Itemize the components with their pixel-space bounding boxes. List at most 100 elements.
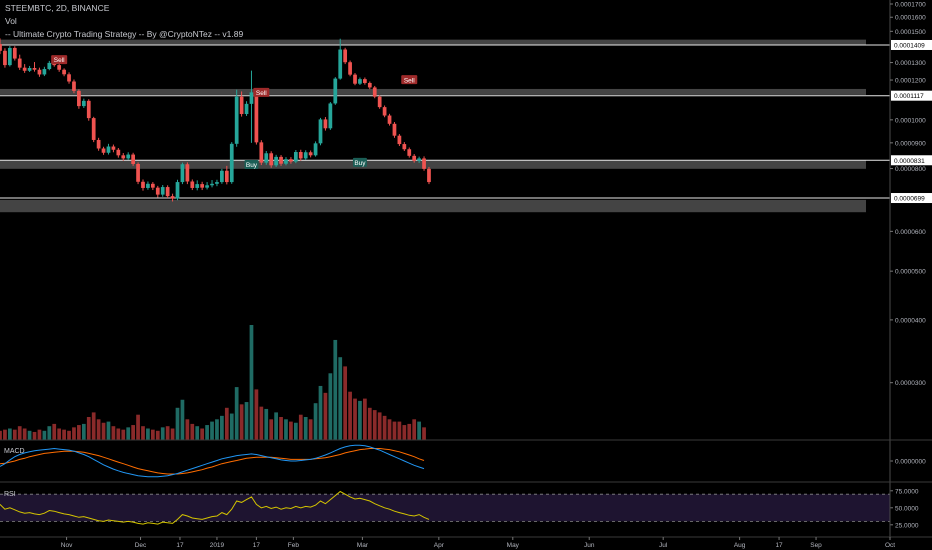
volume-indicator-label: Vol — [5, 16, 17, 26]
candle-body — [141, 181, 145, 188]
volume-bar — [210, 421, 214, 440]
price-tick-label: 0.0001300 — [895, 60, 926, 67]
rsi-tick-label: 50.0000 — [895, 505, 919, 512]
candle-body — [412, 155, 417, 161]
macd-signal-line — [0, 448, 425, 475]
volume-bar — [12, 429, 17, 440]
volume-bar — [180, 399, 185, 440]
candle-body — [215, 182, 219, 184]
volume-bar — [52, 423, 57, 440]
candle-body — [303, 152, 308, 159]
candle-body — [338, 49, 343, 79]
price-levels — [0, 44, 890, 199]
candle-body — [313, 143, 318, 156]
volume-bar — [422, 427, 426, 440]
volume-bar — [348, 391, 352, 440]
level-label-box-0 — [891, 39, 932, 50]
symbol-title: STEEMBTC, 2D, BINANCE — [5, 3, 110, 13]
candle-body — [367, 82, 372, 88]
volume-bar — [254, 389, 259, 440]
candle-body — [244, 103, 249, 115]
volume-bar — [72, 427, 76, 440]
volume-bar — [363, 398, 367, 440]
time-tick-label: May — [507, 542, 520, 549]
volume-bar — [101, 422, 106, 440]
level-label-0: 0.0001409 — [894, 42, 925, 49]
volume-bar — [175, 407, 180, 440]
volume-bar — [259, 406, 264, 440]
candle-body — [422, 158, 426, 169]
level-label-2: 0.0000831 — [894, 158, 925, 165]
signal-box-1 — [253, 87, 270, 97]
macd-line — [0, 444, 425, 478]
time-tick-label: Sep — [810, 542, 822, 549]
volume-bar — [397, 421, 402, 440]
candle-body — [47, 62, 52, 70]
candle-body — [343, 49, 348, 63]
candle-body — [392, 123, 397, 136]
candle-body — [293, 152, 298, 162]
time-tick-label: Apr — [434, 542, 445, 549]
time-tick-label: Nov — [61, 542, 73, 549]
volume-bar — [333, 339, 338, 440]
candle-body — [269, 153, 274, 166]
volume-bar — [239, 404, 244, 440]
candle-body — [32, 68, 37, 70]
volume-bar — [106, 421, 111, 440]
candle-body — [116, 149, 121, 156]
level-label-box-3 — [891, 193, 932, 204]
candles — [0, 38, 431, 202]
candle-body — [86, 100, 91, 119]
candle-body — [37, 69, 42, 75]
candle-body — [308, 152, 313, 156]
volume-bar — [229, 413, 234, 440]
candle-body — [229, 143, 234, 183]
candle-body — [150, 183, 155, 188]
volume-bar — [160, 427, 165, 440]
candle-body — [387, 115, 392, 124]
signal-label-3: Buy — [354, 160, 366, 167]
candle-body — [289, 159, 293, 162]
volume-bar — [86, 417, 91, 440]
volume-bar — [387, 419, 392, 440]
volume-bar — [136, 414, 140, 440]
candle-body — [274, 156, 278, 166]
signal-box-4 — [401, 75, 418, 85]
volume-bar — [215, 419, 219, 440]
volume-bar — [47, 426, 52, 440]
signal-label-2: Buy — [246, 162, 258, 169]
trade-signals: Sell Sell Buy Buy Sell — [51, 55, 418, 169]
volume-bar — [3, 429, 7, 440]
volume-bar — [402, 425, 407, 440]
price-tick-label: 0.0001000 — [895, 117, 926, 124]
volume-bar — [146, 428, 150, 440]
candle-body — [170, 196, 175, 199]
volume-bars — [0, 325, 426, 440]
candle-body — [175, 182, 180, 199]
volume-bar — [37, 429, 42, 440]
level-label-3: 0.0000699 — [894, 196, 925, 203]
volume-bar — [372, 410, 377, 440]
volume-bar — [32, 431, 37, 440]
rsi-label: RSI — [4, 491, 16, 498]
time-tick-label: 17 — [775, 542, 783, 549]
volume-bar — [62, 429, 66, 440]
volume-bar — [126, 427, 131, 440]
candle-body — [259, 142, 264, 163]
volume-bar — [205, 425, 209, 440]
volume-bar — [313, 403, 318, 440]
candle-body — [160, 187, 165, 195]
candle-body — [180, 164, 185, 183]
candle-body — [72, 81, 76, 91]
price-tick-label: 0.0000800 — [895, 166, 926, 173]
candle-body — [427, 168, 431, 183]
volume-bar — [81, 423, 86, 440]
volume-bar — [412, 419, 417, 440]
volume-bar — [234, 387, 239, 440]
candle-body — [407, 149, 412, 156]
candle-body — [328, 103, 333, 129]
volume-bar — [289, 421, 293, 440]
candle-body — [96, 139, 101, 149]
price-tick-label: 0.0000400 — [895, 317, 926, 324]
